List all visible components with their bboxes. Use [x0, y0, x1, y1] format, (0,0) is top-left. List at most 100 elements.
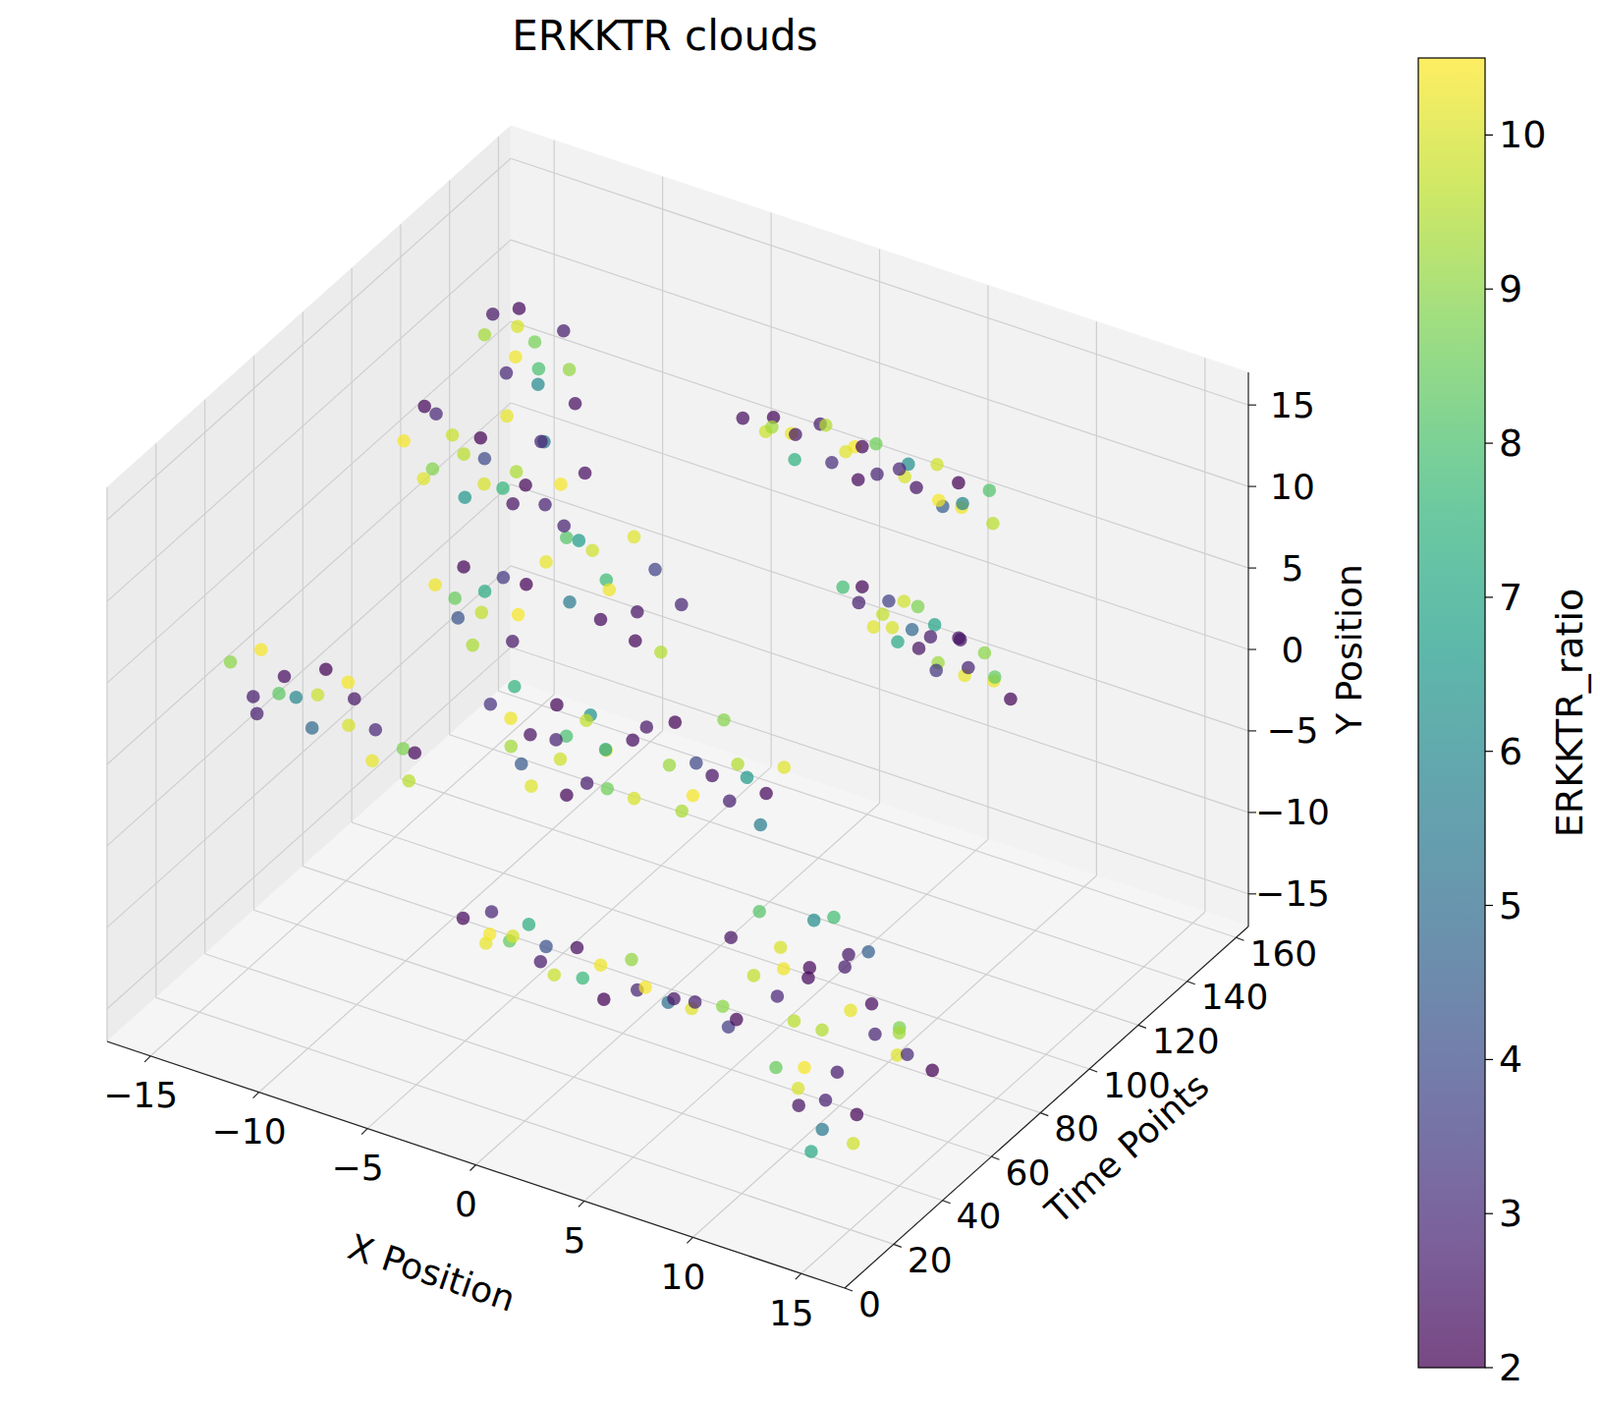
- point: [882, 594, 896, 608]
- tick-mark: [1248, 566, 1257, 568]
- y-tick-label: −10: [1255, 791, 1330, 832]
- point: [524, 778, 539, 793]
- grid-line: [302, 866, 1041, 1113]
- time-tick-label: 0: [858, 1283, 882, 1325]
- point: [648, 562, 663, 577]
- point: [426, 461, 441, 476]
- point: [538, 497, 552, 512]
- point: [509, 464, 524, 479]
- point: [254, 642, 269, 657]
- point: [572, 533, 587, 548]
- point: [625, 732, 640, 747]
- grid-line: [584, 838, 989, 1201]
- grid-line: [801, 911, 1206, 1273]
- point: [511, 607, 526, 622]
- point: [654, 645, 668, 660]
- grid-line: [254, 909, 993, 1157]
- colorbar-tick: [1485, 134, 1493, 136]
- point: [852, 596, 867, 610]
- point: [508, 350, 523, 365]
- grid-line: [367, 767, 772, 1129]
- grid-line: [510, 158, 1249, 405]
- point: [514, 757, 529, 772]
- grid-line: [107, 647, 511, 1009]
- grid-line: [351, 822, 1090, 1069]
- point: [458, 490, 473, 504]
- point: [827, 910, 841, 925]
- colorbar-tick-label: 2: [1498, 1345, 1523, 1389]
- point: [983, 483, 997, 497]
- grid-line: [107, 158, 511, 520]
- colorbar-frame: [1418, 57, 1486, 1368]
- point: [986, 516, 1000, 531]
- point: [559, 788, 574, 803]
- point: [570, 940, 585, 955]
- point: [705, 769, 719, 783]
- point: [341, 675, 356, 690]
- point: [627, 791, 642, 806]
- point: [769, 1060, 783, 1075]
- point: [504, 739, 519, 754]
- point: [932, 494, 946, 508]
- time-tick-label: 60: [1005, 1152, 1051, 1193]
- point: [838, 444, 853, 459]
- point: [499, 409, 514, 424]
- point: [730, 757, 745, 772]
- point: [868, 1027, 883, 1042]
- point: [505, 929, 520, 943]
- point: [765, 420, 779, 435]
- colorbar-tick-label: 6: [1498, 729, 1523, 773]
- colorbar: 2345678910ERKKTR_ratio: [1418, 57, 1592, 1389]
- point: [465, 638, 480, 653]
- time-tick-label: 20: [907, 1239, 953, 1280]
- point: [843, 1003, 858, 1018]
- grid-line: [107, 239, 511, 602]
- point: [892, 462, 907, 477]
- point: [819, 418, 833, 433]
- point: [747, 968, 762, 983]
- point: [456, 446, 471, 461]
- y-tick-label: −5: [1266, 710, 1319, 751]
- point: [638, 980, 653, 994]
- point: [885, 620, 900, 635]
- point: [522, 917, 537, 932]
- x-tick-label: −15: [103, 1074, 178, 1115]
- point: [674, 804, 689, 819]
- point: [791, 1098, 806, 1112]
- grid-line: [692, 875, 1097, 1237]
- point: [365, 753, 380, 768]
- grid-line: [107, 321, 511, 683]
- point: [788, 428, 803, 442]
- point: [869, 437, 883, 451]
- point: [797, 1060, 812, 1075]
- x-tick-label: 5: [562, 1219, 586, 1261]
- point: [924, 629, 938, 644]
- point: [585, 543, 600, 557]
- point: [846, 1136, 861, 1151]
- x-tick-label: −10: [212, 1110, 287, 1152]
- point: [559, 530, 574, 545]
- point: [791, 1081, 806, 1096]
- point: [729, 1012, 744, 1027]
- colorbar-tick-label: 4: [1498, 1037, 1523, 1081]
- point: [580, 775, 595, 790]
- point: [496, 481, 510, 496]
- point: [579, 714, 594, 728]
- grid-line: [156, 996, 894, 1244]
- y-tick-label: 0: [1281, 629, 1305, 670]
- point: [686, 788, 701, 803]
- point: [674, 598, 689, 612]
- point: [429, 406, 443, 421]
- point: [723, 931, 738, 945]
- point: [277, 669, 292, 684]
- point: [478, 328, 493, 342]
- point: [478, 584, 493, 599]
- colorbar-tick-label: 5: [1498, 883, 1523, 928]
- point: [311, 688, 326, 703]
- x-tick-label: −5: [331, 1147, 385, 1188]
- grid-line: [510, 484, 1249, 731]
- point: [752, 904, 767, 919]
- point: [507, 679, 522, 694]
- point: [539, 554, 553, 569]
- point: [594, 612, 608, 627]
